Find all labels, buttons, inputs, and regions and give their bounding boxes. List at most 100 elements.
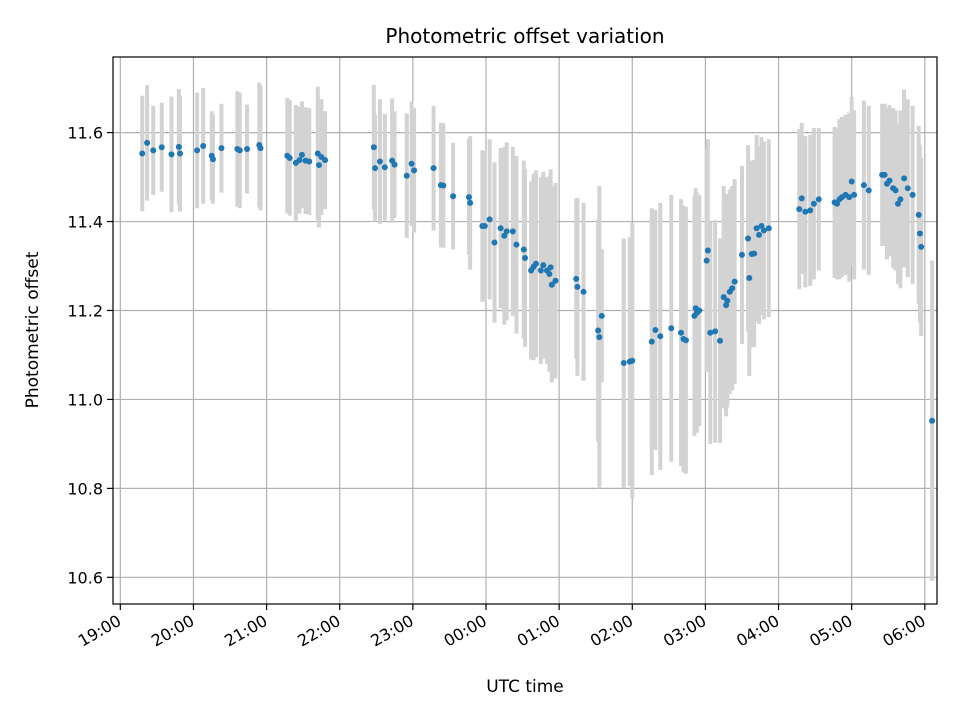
data-point [846,194,853,201]
data-point [209,156,216,163]
data-point [503,228,510,235]
data-point [598,312,605,319]
data-point [657,333,664,340]
data-point [918,243,925,250]
x-axis-ticks: 19:00 20:00 21:00 22:00 23:00 00:00 01:00 02:00… [75,604,929,651]
data-point [509,228,516,235]
data-point [729,285,736,292]
data-point [745,235,752,242]
data-point [629,357,636,364]
data-point [540,262,547,269]
x-tick-label: 19:00 [75,611,124,651]
data-point [548,281,555,288]
y-tick-label: 11.0 [67,390,103,409]
data-point [901,175,908,182]
data-point [815,196,822,203]
data-point [532,260,539,267]
data-point [486,216,493,223]
data-point [244,146,251,153]
data-point [724,297,731,304]
data-point [573,275,580,282]
data-point [430,165,437,172]
data-point [491,239,498,246]
data-point [851,191,858,198]
data-point [704,247,711,254]
data-point [707,329,714,336]
data-point [144,139,151,146]
x-tick-label: 06:00 [879,611,928,651]
data-point [881,171,888,178]
data-point [807,207,814,214]
data-point [652,327,659,334]
x-tick-label: 05:00 [806,611,855,651]
data-point [497,225,504,232]
data-point [834,200,841,207]
data-point [668,325,675,332]
x-tick-label: 04:00 [733,611,782,651]
data-point [760,227,767,234]
data-point [717,337,724,344]
data-point [904,185,911,192]
grid-lines [113,57,937,604]
x-tick-label: 22:00 [294,611,343,651]
data-point [200,142,207,149]
data-point [177,150,184,157]
data-point [513,241,520,248]
data-point [678,329,685,336]
data-point [886,177,893,184]
x-axis-label: UTC time [486,677,564,697]
data-point [916,230,923,237]
data-point [703,257,710,264]
data-point [865,187,872,194]
data-point [218,145,225,152]
data-point [892,187,899,194]
data-point [848,178,855,185]
data-point [465,194,472,201]
data-points [139,139,936,424]
data-point [501,232,508,239]
data-point [547,264,554,271]
data-point [481,222,488,229]
data-point [860,182,867,189]
data-point [194,147,201,154]
data-point [682,337,689,344]
y-axis-ticks: 10.6 10.8 11.0 11.2 11.4 11.6 [67,124,113,587]
plot-frame [112,56,938,605]
data-point [370,144,377,151]
data-point [440,182,447,189]
data-point [316,162,322,169]
y-tick-label: 10.8 [67,479,103,498]
data-point [802,208,809,215]
data-point [450,193,457,200]
y-tick-label: 10.6 [67,568,103,587]
x-tick-label: 00:00 [441,611,490,651]
y-axis-label: Photometric offset [23,251,43,408]
x-tick-label: 02:00 [587,611,636,651]
data-point [298,151,305,158]
data-point [411,167,418,174]
data-point [696,307,703,314]
data-point [620,359,627,366]
data-point [236,147,243,154]
y-tick-label: 11.6 [67,124,103,143]
data-point [306,158,313,165]
data-point [522,255,528,262]
data-point [376,158,383,165]
data-point [897,196,904,203]
data-point [756,231,763,238]
data-point [467,199,474,206]
data-point [595,327,602,334]
x-tick-label: 01:00 [514,611,563,651]
y-tick-label: 11.2 [67,301,103,320]
x-tick-label: 03:00 [660,611,709,651]
x-tick-label: 23:00 [367,611,416,651]
y-tick-label: 11.4 [67,213,103,232]
data-point [798,195,805,202]
chart-title: Photometric offset variation [385,24,664,48]
data-point [712,328,719,335]
data-point [810,200,817,207]
data-point [372,165,379,172]
data-point [139,150,146,157]
data-point [765,225,772,232]
